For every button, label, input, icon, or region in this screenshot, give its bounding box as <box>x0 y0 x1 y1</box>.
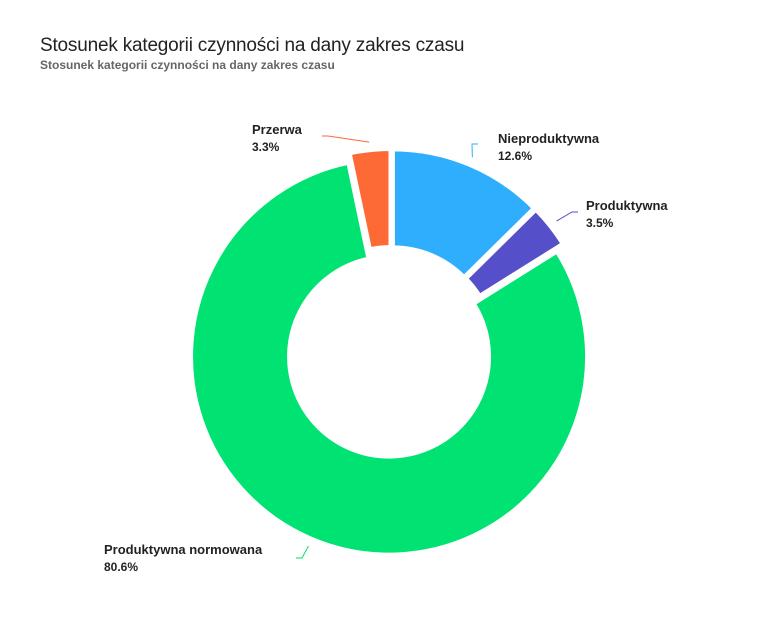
connector-nieproduktywna <box>471 143 478 158</box>
chart-title: Stosunek kategorii czynności na dany zak… <box>40 35 465 56</box>
data-label-produktywna: Produktywna <box>586 198 668 213</box>
connector-produktywna-normowana <box>296 545 309 559</box>
chart-header: Stosunek kategorii czynności na dany zak… <box>40 34 464 72</box>
data-value-produktywna: 3.5% <box>586 216 614 230</box>
data-label-produktywna-normowana: Produktywna normowana <box>104 542 263 557</box>
connector-przerwa <box>322 135 370 143</box>
data-value-nieproduktywna: 12.6% <box>498 149 532 163</box>
data-value-produktywna-normowana: 80.6% <box>104 560 138 574</box>
data-value-przerwa: 3.3% <box>252 140 280 154</box>
data-label-przerwa: Przerwa <box>252 122 303 137</box>
slice-przerwa[interactable] <box>347 147 393 252</box>
chart-subtitle: Stosunek kategorii czynności na dany zak… <box>40 58 335 72</box>
data-label-nieproduktywna: Nieproduktywna <box>498 131 600 146</box>
connector-produktywna <box>556 211 578 222</box>
slice-produktywna[interactable] <box>464 207 565 298</box>
slice-produktywna-normowana[interactable] <box>189 160 589 557</box>
slice-nieproduktywna[interactable] <box>390 147 536 280</box>
